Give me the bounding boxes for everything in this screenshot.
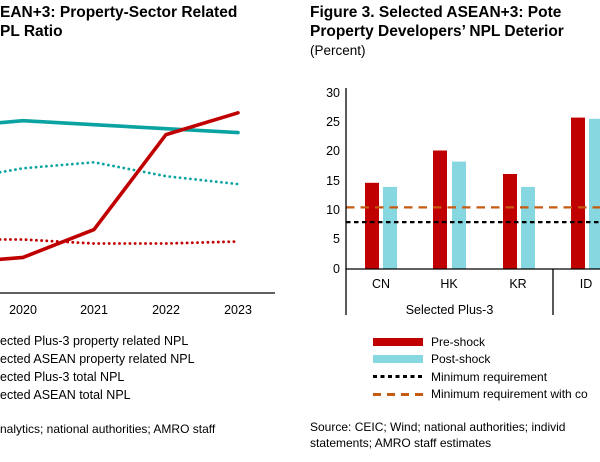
legend-dash-tight-swatch <box>373 375 423 379</box>
bar-postshock-KR <box>521 186 535 269</box>
right-legend-item: Pre-shock <box>373 333 600 351</box>
bar-preshock-HK <box>433 150 447 269</box>
series-line-3 <box>0 160 240 186</box>
left-legend-item: ected ASEAN total NPL <box>0 388 131 402</box>
y-tick-label: 10 <box>326 202 340 217</box>
y-tick-label: 0 <box>333 261 340 276</box>
x-tick-label: 2023 <box>224 303 252 317</box>
left-chart-legend: ected Plus-3 property related NPL ected A… <box>0 332 300 404</box>
right-figure-title-line1: Figure 3. Selected ASEAN+3: Pote <box>310 4 562 21</box>
y-tick-label: 25 <box>326 114 340 129</box>
right-chart-group-label: Selected Plus-3 <box>405 303 494 317</box>
bar-preshock-CN <box>365 182 379 269</box>
right-legend-item: Minimum requirement with co <box>373 386 600 404</box>
legend-label: Pre-shock <box>431 334 486 349</box>
right-bar-chart-canvas <box>345 88 600 315</box>
right-figure-source-line1: Source: CEIC; Wind; national authorities… <box>310 420 566 434</box>
right-figure-source-line2: statements; AMRO staff estimates <box>310 436 492 450</box>
right-figure-subtitle: (Percent) <box>310 43 366 58</box>
right-legend-item: Post-shock <box>373 351 600 369</box>
y-tick-label: 20 <box>326 144 340 159</box>
y-tick-label: 5 <box>333 232 340 247</box>
y-tick-label: 30 <box>326 85 340 100</box>
x-tick-label: 2021 <box>80 303 108 317</box>
legend-label: Minimum requirement <box>431 369 548 384</box>
left-figure-title-line1: EAN+3: Property-Sector Related <box>0 4 238 21</box>
right-legend-item: Minimum requirement <box>373 368 600 386</box>
right-chart-legend: Pre-shock Post-shock Minimum requirement Mi… <box>373 333 600 403</box>
series-line-1 <box>0 118 240 135</box>
right-figure-title: Figure 3. Selected ASEAN+3: Pote Propert… <box>310 3 600 60</box>
left-figure-title-line2: PL Ratio <box>0 23 63 40</box>
left-figure-source: nalytics; national authorities; AMRO sta… <box>0 422 216 436</box>
legend-dash-wide-swatch <box>373 392 423 396</box>
right-figure-title-line2: Property Developers’ NPL Deterior <box>310 23 564 40</box>
right-bar-chart: 30 25 20 15 10 5 0 CN HK KR ID Selected Plus-3 <box>310 85 600 325</box>
bar-postshock-ID <box>589 118 600 269</box>
legend-bar-swatch <box>373 337 423 346</box>
legend-label: Minimum requirement with co <box>431 387 588 402</box>
legend-bar-swatch <box>373 355 423 364</box>
bar-preshock-ID <box>571 117 585 269</box>
left-line-chart <box>0 110 275 294</box>
series-line-0 <box>0 110 240 262</box>
x-tick-label: 2022 <box>152 303 180 317</box>
left-legend-item: ected Plus-3 property related NPL <box>0 334 189 348</box>
bar-postshock-CN <box>383 186 397 269</box>
category-label: ID <box>579 277 593 291</box>
left-legend-item: ected Plus-3 total NPL <box>0 370 125 384</box>
series-line-2 <box>0 238 240 245</box>
left-chart-x-axis-labels: 2020 2021 2022 2023 <box>0 303 300 319</box>
left-legend-item: ected ASEAN property related NPL <box>0 352 195 366</box>
category-label: KR <box>509 277 527 291</box>
category-label: HK <box>440 277 458 291</box>
x-tick-label: 2020 <box>9 303 37 317</box>
right-figure-source: Source: CEIC; Wind; national authorities… <box>310 419 600 451</box>
legend-label: Post-shock <box>431 352 491 367</box>
y-tick-label: 15 <box>326 173 340 188</box>
category-label: CN <box>371 277 391 291</box>
left-figure-title: EAN+3: Property-Sector Related PL Ratio <box>0 3 300 41</box>
bar-postshock-HK <box>452 161 466 269</box>
